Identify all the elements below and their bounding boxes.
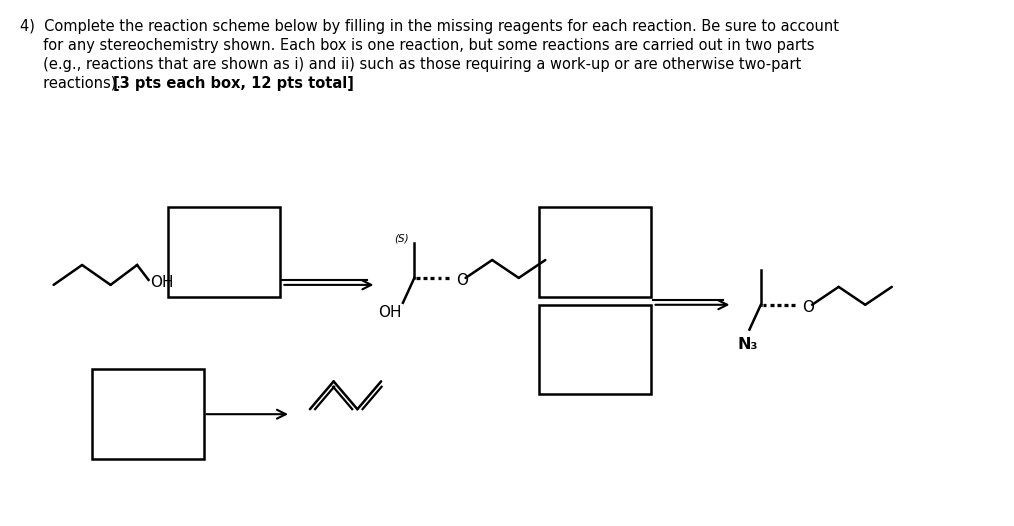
Text: 4)  Complete the reaction scheme below by filling in the missing reagents for ea: 4) Complete the reaction scheme below by… bbox=[20, 19, 840, 34]
Text: (S): (S) bbox=[393, 233, 409, 243]
Text: O: O bbox=[803, 300, 814, 315]
Text: [3 pts each box, 12 pts total]: [3 pts each box, 12 pts total] bbox=[114, 76, 354, 91]
Text: (e.g., reactions that are shown as i) and ii) such as those requiring a work-up : (e.g., reactions that are shown as i) an… bbox=[20, 57, 802, 72]
Bar bbox=[538, 305, 651, 394]
Bar bbox=[538, 207, 651, 297]
Text: N₃: N₃ bbox=[737, 337, 757, 352]
Text: OH: OH bbox=[378, 305, 402, 320]
Text: O: O bbox=[456, 274, 468, 288]
Text: reactions).: reactions). bbox=[20, 76, 126, 91]
Text: for any stereochemistry shown. Each box is one reaction, but some reactions are : for any stereochemistry shown. Each box … bbox=[20, 38, 815, 53]
Bar bbox=[167, 207, 280, 297]
Bar bbox=[91, 369, 204, 459]
Text: OH: OH bbox=[150, 276, 174, 290]
